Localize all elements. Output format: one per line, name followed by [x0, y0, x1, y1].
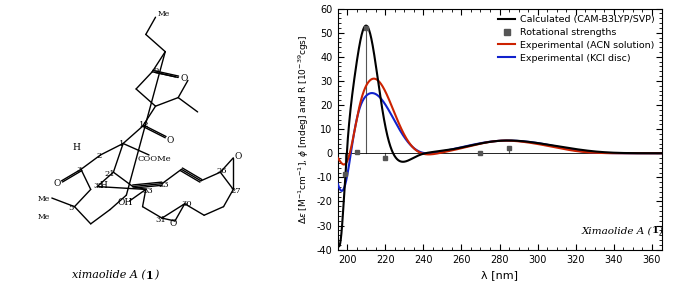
Text: O: O: [53, 179, 60, 188]
Legend: Calculated (CAM-B3LYP/SVP), Rotational strengths, Experimental (ACN solution), E: Calculated (CAM-B3LYP/SVP), Rotational s…: [497, 13, 657, 65]
Text: 23: 23: [159, 181, 169, 189]
Text: 12: 12: [139, 121, 149, 129]
Text: ximaolide A (: ximaolide A (: [72, 270, 146, 281]
Text: 5: 5: [69, 204, 74, 212]
Text: 26: 26: [217, 167, 227, 175]
Text: O: O: [167, 136, 173, 145]
Text: 1: 1: [119, 140, 124, 148]
Text: O: O: [180, 74, 188, 84]
Text: 33: 33: [142, 187, 153, 195]
Text: ): ): [154, 270, 158, 281]
Text: 1: 1: [652, 226, 659, 235]
Text: 35: 35: [93, 182, 104, 190]
Text: COOMe: COOMe: [137, 155, 171, 163]
Text: 1: 1: [146, 270, 153, 281]
Text: 2: 2: [97, 152, 101, 160]
Text: ): ): [658, 226, 662, 235]
X-axis label: λ [nm]: λ [nm]: [481, 270, 518, 280]
Text: Me: Me: [157, 10, 169, 18]
Text: O: O: [169, 219, 177, 228]
Text: 31: 31: [155, 216, 166, 224]
Text: H: H: [72, 143, 80, 152]
Text: O: O: [234, 152, 242, 161]
Text: Me: Me: [38, 195, 50, 203]
Text: Me: Me: [38, 213, 50, 221]
Y-axis label: $\Delta\varepsilon$ [M$^{-1}$cm$^{-1}$], $\phi$ [mdeg] and R [10$^{-39}$cgs]: $\Delta\varepsilon$ [M$^{-1}$cm$^{-1}$],…: [297, 34, 311, 224]
Text: 3: 3: [77, 166, 82, 174]
Text: 21: 21: [105, 170, 115, 178]
Text: 30: 30: [181, 200, 192, 208]
Text: H: H: [100, 181, 107, 190]
Text: 9: 9: [153, 67, 159, 75]
Text: 27: 27: [231, 187, 241, 195]
Text: Ximaolide A (: Ximaolide A (: [581, 226, 652, 235]
Text: OH: OH: [117, 198, 132, 207]
